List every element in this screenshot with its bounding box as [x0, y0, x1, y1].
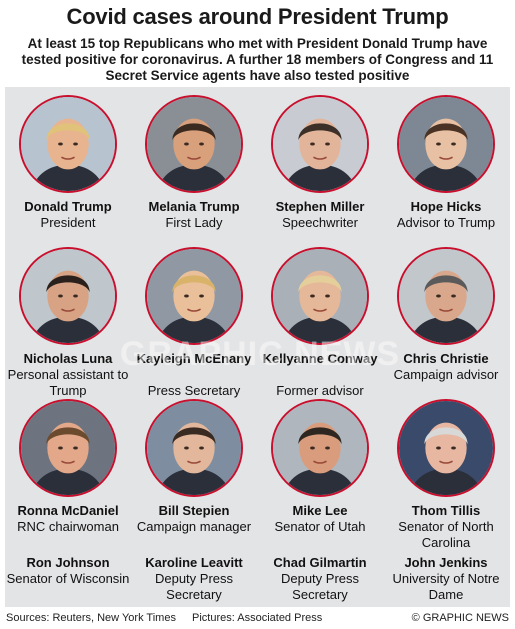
portrait-photo	[145, 95, 243, 193]
person-name: Ronna McDaniel	[17, 503, 119, 518]
person-name: Kayleigh McEnany	[136, 351, 252, 366]
person-name: Mike Lee	[292, 503, 348, 518]
person-name: Chris Christie	[403, 351, 489, 366]
people-panel: Donald Trump President Melania Trump First …	[5, 87, 510, 607]
person-name: Hope Hicks	[410, 199, 482, 214]
person-name: Karoline Leavitt	[145, 555, 243, 570]
page-subtitle: At least 15 top Republicans who met with…	[21, 36, 494, 83]
person-role: Campaign manager	[136, 519, 252, 534]
person-role: Campaign advisor	[393, 367, 499, 382]
graphic-news-credit: © GRAPHIC NEWS	[411, 612, 509, 624]
person-role: Advisor to Trump	[396, 215, 496, 230]
person-role: Senator of North Carolina	[398, 519, 494, 550]
person-name: Donald Trump	[24, 199, 112, 214]
header: Covid cases around President Trump At le…	[0, 0, 515, 86]
person-name: Melania Trump	[148, 199, 240, 214]
portrait-photo	[19, 399, 117, 497]
person-role: Personal assistant to Trump	[7, 367, 129, 398]
portrait-photo	[145, 399, 243, 497]
portrait-photo	[397, 247, 495, 345]
portrait-photo	[397, 399, 495, 497]
page-title: Covid cases around President Trump	[66, 4, 449, 29]
person-name: Thom Tillis	[411, 503, 481, 518]
person-role: President	[40, 215, 96, 230]
person-role: University of Notre Dame	[392, 571, 500, 602]
person-role: RNC chairwoman	[17, 519, 119, 534]
person-name: Chad Gilmartin	[273, 555, 367, 570]
portrait-photo	[271, 95, 369, 193]
portrait-photo	[145, 247, 243, 345]
portrait-photo	[19, 95, 117, 193]
person-name: Bill Stepien	[158, 503, 230, 518]
portrait-photo	[271, 399, 369, 497]
sources-text: Sources: Reuters, New York Times	[6, 612, 176, 624]
footer: Sources: Reuters, New York Times Picture…	[0, 607, 515, 629]
person-role: First Lady	[165, 215, 223, 230]
person-name: Nicholas Luna	[23, 351, 113, 366]
person-role: Deputy Press Secretary	[280, 571, 360, 602]
portrait-photo	[271, 247, 369, 345]
person-role: Deputy Press Secretary	[154, 571, 234, 602]
person-role: Speechwriter	[282, 215, 358, 230]
portrait-photo	[397, 95, 495, 193]
person-name: John Jenkins	[404, 555, 488, 570]
person-role: Former advisor	[276, 383, 364, 398]
person-role: Senator of Utah	[274, 519, 366, 534]
portrait-photo	[19, 247, 117, 345]
pictures-credit: Pictures: Associated Press	[192, 612, 323, 624]
person-name: Ron Johnson	[26, 555, 110, 570]
person-role: Press Secretary	[147, 383, 241, 398]
person-name: Stephen Miller	[275, 199, 365, 214]
person-role: Senator of Wisconsin	[6, 571, 130, 586]
person-name: Kellyanne Conway	[262, 351, 378, 366]
